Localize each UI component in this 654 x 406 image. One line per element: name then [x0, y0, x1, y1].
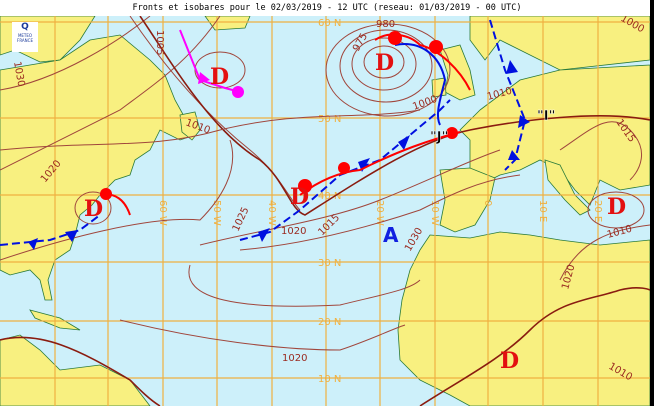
synoptic-map: 60 N 50 N 40 N 30 N 20 N 10 N 60 W 50 W … — [0, 16, 650, 406]
warm-front-marker — [100, 188, 112, 200]
meteo-france-logo: Q METEO FRANCE — [12, 22, 38, 52]
lat-label: 50 N — [318, 114, 341, 125]
logo-line1: METEO — [17, 33, 33, 38]
isobar-label: 1030 — [11, 61, 26, 88]
cold-front — [489, 19, 527, 171]
newfoundland — [179, 111, 201, 141]
lat-label: 40 N — [318, 191, 341, 202]
cold-front-marker — [398, 135, 410, 150]
jet-label-i: "I" — [537, 109, 555, 124]
isobars — [0, 16, 650, 406]
lat-label: 30 N — [318, 258, 341, 269]
high-pressure-center: A — [383, 223, 399, 247]
warm-front-marker — [388, 31, 402, 45]
lon-label: 40 W — [266, 200, 277, 226]
pressure-centers: D D D D D D A — [84, 50, 626, 374]
lat-lon-grid — [0, 16, 650, 406]
right-border — [650, 0, 654, 406]
isobar-label: 1020 — [282, 353, 307, 364]
warm-front-marker — [298, 179, 312, 193]
isobar-label: 1020 — [281, 226, 306, 237]
jet-labels: "J" "I" — [430, 109, 556, 145]
map-title: Fronts et isobares pour le 02/03/2019 - … — [0, 0, 654, 16]
logo-line2: FRANCE — [17, 38, 33, 43]
lat-label: 20 N — [318, 317, 341, 328]
africa — [397, 231, 650, 406]
occluded-front-marker — [232, 86, 244, 98]
low-pressure-center: D — [500, 348, 519, 374]
grid-labels: 60 N 50 N 40 N 30 N 20 N 10 N 60 W 50 W … — [157, 18, 603, 385]
warm-front — [299, 131, 461, 196]
north-america — [0, 34, 196, 301]
isobar-label: 1005 — [154, 30, 165, 55]
lon-label: 20 E — [592, 200, 603, 222]
lon-label: 10 W — [429, 200, 440, 226]
lat-label: 60 N — [318, 18, 341, 29]
low-pressure-center: D — [375, 50, 394, 76]
cold-front — [0, 214, 101, 246]
lon-label: 20 W — [374, 200, 385, 226]
iceland — [204, 16, 251, 31]
lat-label: 10 N — [318, 374, 341, 385]
fronts — [0, 19, 530, 250]
central-south-america — [0, 334, 151, 406]
cold-front-marker — [518, 115, 530, 128]
cold-front — [239, 99, 451, 241]
low-pressure-center: D — [210, 64, 229, 90]
low-pressure-center: D — [607, 194, 626, 220]
scandinavia — [469, 16, 650, 71]
cold-front-marker — [258, 228, 270, 242]
landmasses — [0, 16, 650, 406]
lon-label: 50 W — [211, 200, 222, 226]
low-pressure-center: D — [290, 184, 309, 210]
lon-label: 60 W — [157, 200, 168, 226]
cold-front — [394, 43, 447, 126]
lon-label: 10 E — [537, 200, 548, 222]
occluded-front-marker — [198, 72, 210, 84]
warm-front-marker — [338, 162, 350, 174]
low-pressure-center: D — [84, 196, 103, 222]
jet-label-j: "J" — [430, 130, 448, 145]
isobar-label: 980 — [376, 19, 395, 30]
cold-front-marker — [65, 230, 78, 242]
warm-front-marker — [446, 127, 458, 139]
logo-mark: Q — [21, 22, 29, 32]
italy — [544, 159, 591, 216]
warm-front-marker — [429, 40, 443, 54]
lon-label: 0 — [482, 200, 493, 206]
cold-front-marker — [28, 238, 38, 250]
cold-front-marker — [508, 150, 520, 160]
cold-front-marker — [506, 60, 518, 74]
